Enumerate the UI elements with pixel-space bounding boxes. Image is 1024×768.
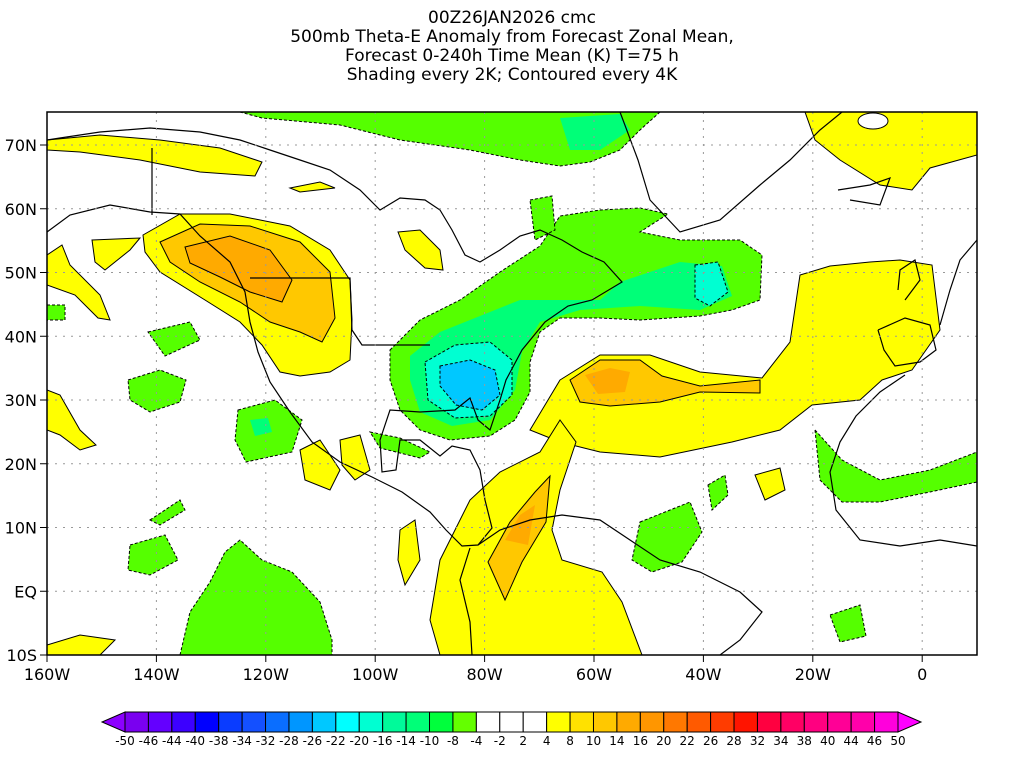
colorbar-swatch [147,711,173,733]
colorbar-label: -34 [232,734,252,748]
colorbar-swatch [780,711,805,733]
colorbar-label: 28 [726,734,741,748]
lon-label: 140W [133,665,180,684]
colorbar-swatch [569,711,594,733]
colorbar-label: 22 [680,734,695,748]
shading-layer [47,112,977,655]
colorbar-label: -50 [115,734,135,748]
colorbar-label: -28 [279,734,299,748]
colorbar-label: 2 [519,734,527,748]
colorbar-swatch [803,711,829,733]
colorbar-low-arrow [100,711,126,733]
colorbar-label: 4 [543,734,551,748]
colorbar-swatch [522,711,548,733]
lat-label: 40N [5,327,37,346]
colorbar-label: -10 [420,734,440,748]
colorbar-label: 8 [566,734,574,748]
lon-label: 80W [467,665,503,684]
colorbar-label: -20 [349,734,369,748]
lat-label: 10N [5,519,37,538]
colorbar-label: -22 [326,734,346,748]
lon-label: 100W [352,665,399,684]
colorbar-label: -4 [470,734,482,748]
colorbar-swatch [124,711,149,733]
colorbar-swatch [288,711,313,733]
colorbar-label: 10 [586,734,601,748]
lon-label: 0 [917,665,927,684]
lat-label: 60N [5,200,37,219]
colorbar-swatch [592,711,618,733]
colorbar-label: -46 [139,734,159,748]
colorbar-label: 40 [820,734,835,748]
colorbar-swatch [311,711,337,733]
colorbar-label: -8 [447,734,459,748]
colorbar-label: 20 [656,734,671,748]
lon-label: 20W [795,665,831,684]
lat-label: 70N [5,136,37,155]
plot-frame [46,111,978,656]
colorbar-swatch [546,711,571,733]
lat-label: 20N [5,455,37,474]
colorbar-label: -26 [303,734,323,748]
colorbar-label: 26 [703,734,718,748]
axis-labels: 160W 140W 120W 100W 80W 60W 40W 20W 0 70N 60N 50N 40… [5,136,928,684]
colorbar-swatch [499,711,524,733]
lat-label: 10S [6,646,37,665]
colorbar-swatch [382,711,407,733]
colorbar-label: -2 [494,734,506,748]
colorbar-swatch [639,711,665,733]
colorbar-label: -14 [396,734,416,748]
colorbar-label: 32 [750,734,765,748]
colorbar-label: -38 [209,734,229,748]
colorbar-swatch [663,711,688,733]
title-shading: Shading every 2K; Contoured every 4K [346,65,678,85]
colorbar-label: 46 [867,734,882,748]
colorbar-label: 14 [609,734,624,748]
title-run: 00Z26JAN2026 cmc [428,8,596,28]
colorbar-high-arrow [897,711,923,733]
colorbar-label: 50 [890,734,905,748]
lat-label: EQ [14,582,37,601]
colorbar-swatch [218,711,243,733]
lon-label: 160W [24,665,71,684]
colorbar-swatch [171,711,196,733]
colorbar-swatch [475,711,501,733]
colorbar-swatch [616,711,641,733]
lon-label: 40W [685,665,721,684]
colorbar-swatch [335,711,360,733]
coastlines [47,112,977,655]
colorbar-label: 38 [797,734,812,748]
colorbar-label: -44 [162,734,182,748]
colorbar-swatch [452,711,477,733]
lat-label: 50N [5,264,37,283]
lat-label: 30N [5,391,37,410]
colorbar-swatch [827,711,852,733]
colorbar-label: 34 [773,734,788,748]
colorbar-label: -16 [373,734,393,748]
colorbar-swatch [241,711,267,733]
title-field: 500mb Theta-E Anomaly from Forecast Zona… [290,27,734,47]
colorbar-swatch [194,711,220,733]
graticule [47,112,977,655]
colorbar-swatch [733,711,758,733]
colorbar: -50 -46 -44 -40 -38 -34 -32 -28 -26 -22 -20 -16 -14-… [100,711,923,748]
lon-label: 120W [243,665,290,684]
title-period: Forecast 0-240h Time Mean (K) T=75 h [345,46,679,66]
colorbar-label: -40 [185,734,205,748]
colorbar-label: 16 [633,734,648,748]
colorbar-swatch [429,711,454,733]
colorbar-swatch [405,711,431,733]
colorbar-label: -32 [256,734,276,748]
colorbar-swatch [874,711,899,733]
colorbar-label: 44 [844,734,859,748]
colorbar-swatch [358,711,384,733]
colorbar-swatch [710,711,735,733]
colorbar-swatch [265,711,290,733]
colorbar-swatch [850,711,876,733]
colorbar-swatch [686,711,712,733]
lon-label: 60W [576,665,612,684]
colorbar-swatch [756,711,782,733]
